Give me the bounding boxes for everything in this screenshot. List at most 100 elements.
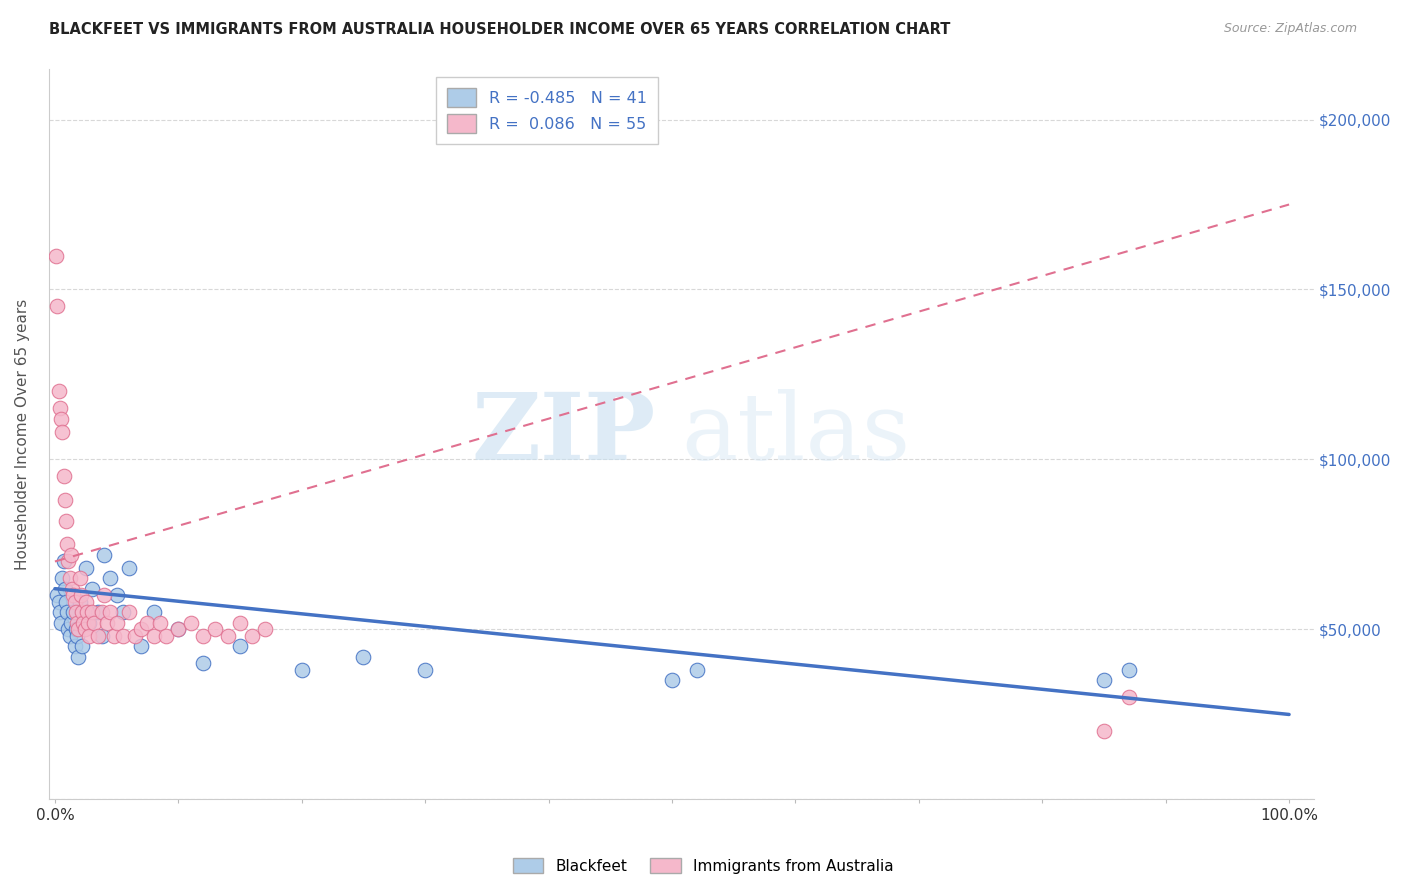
Point <box>217 629 239 643</box>
Point <box>59 572 82 586</box>
Point <box>111 629 134 643</box>
Point <box>149 615 172 630</box>
Point <box>52 554 75 568</box>
Point <box>118 606 141 620</box>
Point <box>69 572 91 586</box>
Point <box>75 595 97 609</box>
Point <box>93 548 115 562</box>
Point <box>70 606 93 620</box>
Point <box>51 572 73 586</box>
Point <box>46 589 69 603</box>
Point <box>93 589 115 603</box>
Point <box>69 589 91 603</box>
Point <box>204 623 226 637</box>
Point <box>191 629 214 643</box>
Point <box>63 640 86 654</box>
Text: ZIP: ZIP <box>471 389 657 479</box>
Point <box>66 629 89 643</box>
Point <box>131 640 153 654</box>
Point <box>73 623 96 637</box>
Point <box>49 401 72 416</box>
Point <box>100 572 122 586</box>
Point <box>167 623 190 637</box>
Point <box>131 623 153 637</box>
Point <box>65 606 87 620</box>
Point <box>191 657 214 671</box>
Point <box>62 606 84 620</box>
Point <box>100 606 122 620</box>
Legend: R = -0.485   N = 41, R =  0.086   N = 55: R = -0.485 N = 41, R = 0.086 N = 55 <box>436 77 658 145</box>
Point <box>76 606 98 620</box>
Point <box>353 649 375 664</box>
Point <box>253 623 276 637</box>
Point <box>118 561 141 575</box>
Point <box>105 615 128 630</box>
Point <box>55 595 77 609</box>
Point <box>59 629 82 643</box>
Point <box>45 248 67 262</box>
Point <box>48 595 70 609</box>
Point <box>1118 690 1140 705</box>
Point <box>87 606 110 620</box>
Point <box>69 595 91 609</box>
Point <box>1092 673 1115 688</box>
Point <box>142 606 165 620</box>
Point <box>60 582 83 596</box>
Point <box>66 615 89 630</box>
Point <box>180 615 202 630</box>
Point <box>49 615 72 630</box>
Point <box>48 384 70 399</box>
Point <box>90 629 112 643</box>
Y-axis label: Householder Income Over 65 years: Householder Income Over 65 years <box>15 298 30 570</box>
Point <box>70 640 93 654</box>
Point <box>77 615 100 630</box>
Point <box>87 629 110 643</box>
Point <box>55 514 77 528</box>
Point <box>661 673 683 688</box>
Point <box>56 537 79 551</box>
Point <box>229 640 252 654</box>
Point <box>49 606 72 620</box>
Point <box>59 548 82 562</box>
Point <box>62 589 84 603</box>
Point <box>142 629 165 643</box>
Point <box>58 623 80 637</box>
Point <box>111 606 134 620</box>
Point <box>155 629 177 643</box>
Point <box>103 629 125 643</box>
Point <box>96 615 118 630</box>
Point <box>79 615 101 630</box>
Point <box>80 582 103 596</box>
Text: Source: ZipAtlas.com: Source: ZipAtlas.com <box>1223 22 1357 36</box>
Point <box>413 663 436 677</box>
Point <box>49 411 72 425</box>
Point <box>51 425 73 440</box>
Point <box>229 615 252 630</box>
Point <box>67 649 90 664</box>
Point <box>1118 663 1140 677</box>
Point <box>124 629 146 643</box>
Point <box>105 589 128 603</box>
Point <box>53 582 76 596</box>
Point <box>1092 724 1115 739</box>
Point <box>59 615 82 630</box>
Point <box>79 629 101 643</box>
Point <box>65 623 87 637</box>
Point <box>46 300 69 314</box>
Point <box>52 469 75 483</box>
Point <box>53 493 76 508</box>
Point <box>83 615 105 630</box>
Point <box>56 606 79 620</box>
Point <box>80 606 103 620</box>
Legend: Blackfeet, Immigrants from Australia: Blackfeet, Immigrants from Australia <box>506 852 900 880</box>
Point <box>67 623 90 637</box>
Text: BLACKFEET VS IMMIGRANTS FROM AUSTRALIA HOUSEHOLDER INCOME OVER 65 YEARS CORRELAT: BLACKFEET VS IMMIGRANTS FROM AUSTRALIA H… <box>49 22 950 37</box>
Point <box>136 615 159 630</box>
Point <box>72 615 94 630</box>
Point <box>75 561 97 575</box>
Point <box>90 606 112 620</box>
Point <box>242 629 264 643</box>
Point <box>291 663 314 677</box>
Point <box>58 554 80 568</box>
Point <box>63 595 86 609</box>
